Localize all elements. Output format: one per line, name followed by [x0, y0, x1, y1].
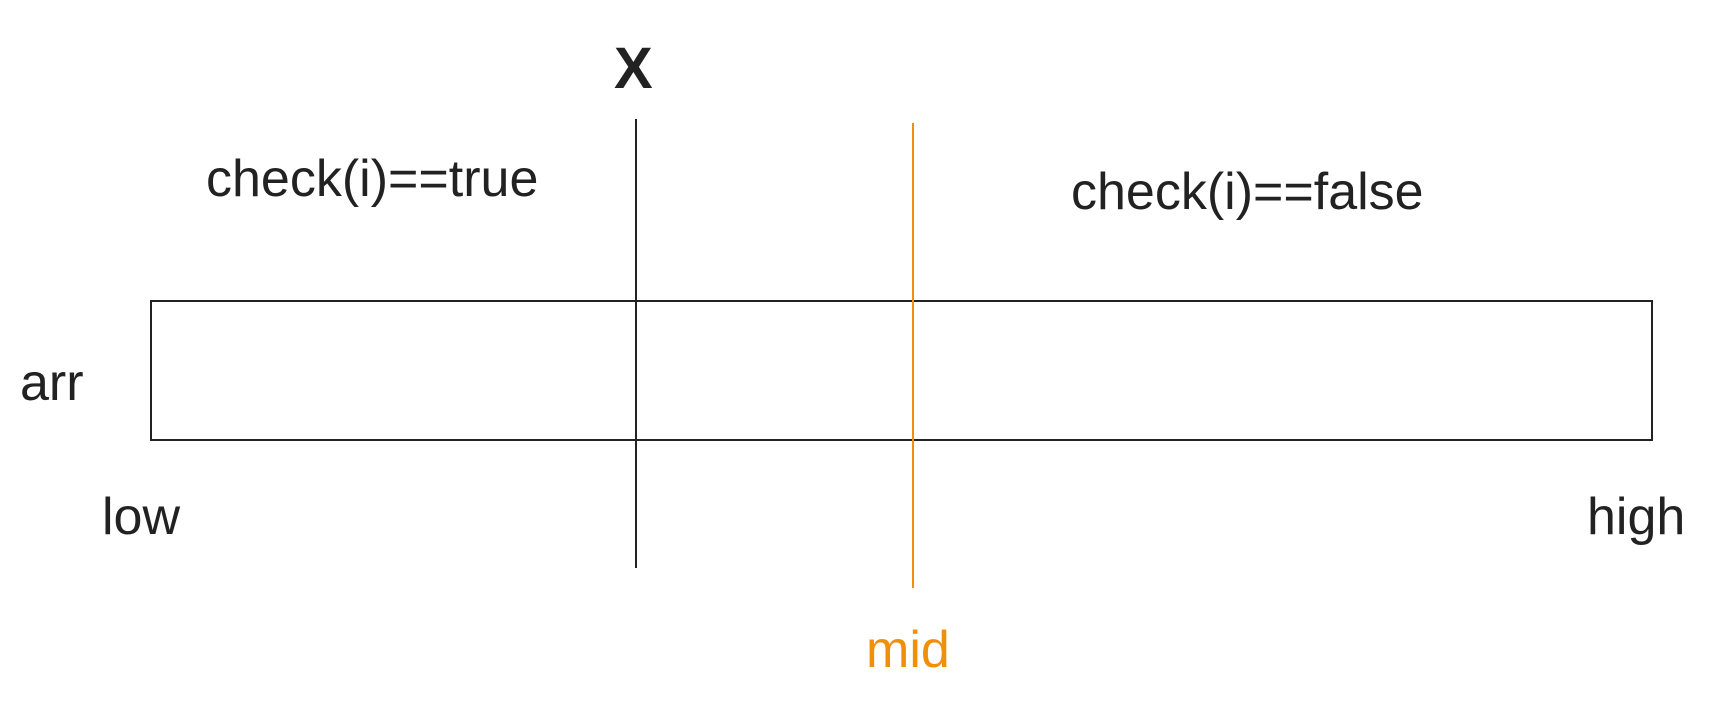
array-box [150, 300, 1653, 441]
high-label: high [1587, 488, 1686, 546]
check-false-label: check(i)==false [1071, 163, 1424, 221]
arr-label: arr [20, 354, 84, 412]
low-label: low [102, 488, 181, 546]
x-label: X [614, 36, 653, 101]
mid-label: mid [866, 621, 950, 679]
check-true-label: check(i)==true [206, 150, 539, 208]
